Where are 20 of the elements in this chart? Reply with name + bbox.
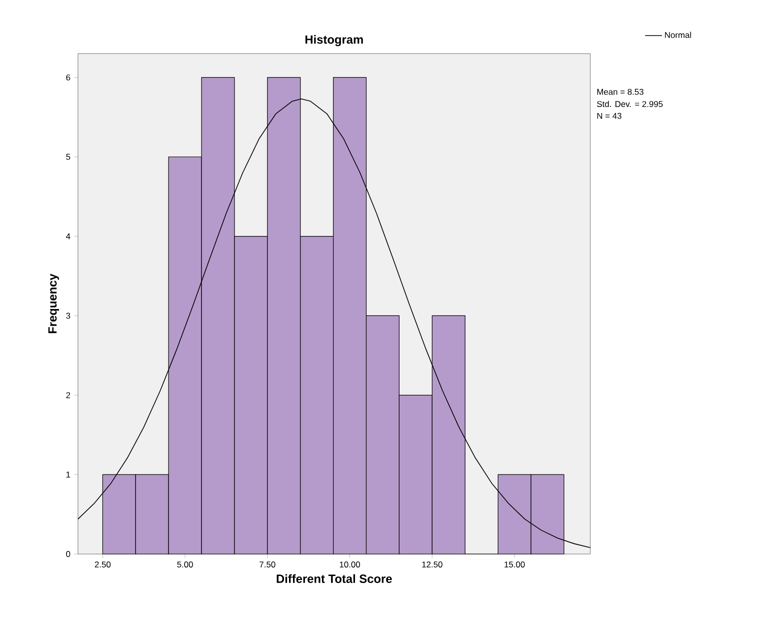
x-tick-label: 15.00 (504, 562, 525, 568)
text: Mean = 8.53 (597, 89, 644, 96)
x-axis-title: Different Total Score (276, 574, 392, 584)
chart-title: Histogram (305, 35, 363, 46)
y-tick-label: 2 (66, 392, 70, 398)
x-tick-label: 7.50 (260, 562, 276, 568)
y-tick-label: 5 (66, 154, 70, 160)
y-tick-label: 6 (66, 74, 70, 81)
y-tick-label: 3 (66, 312, 70, 319)
y-tick-label: 0 (66, 551, 70, 558)
text: Std. Dev. = 2.995 (597, 101, 663, 108)
x-tick-label: 12.50 (422, 562, 442, 568)
y-axis-title: Frequency (48, 274, 60, 334)
y-tick-label: 1 (66, 472, 70, 478)
x-tick-label: 5.00 (177, 562, 193, 568)
x-tick-label: 2.50 (94, 562, 111, 568)
x-tick-label: 10.00 (340, 562, 360, 568)
legend-label: Normal (665, 32, 691, 38)
text: N = 43 (597, 113, 622, 120)
y-tick-label: 4 (66, 234, 70, 240)
